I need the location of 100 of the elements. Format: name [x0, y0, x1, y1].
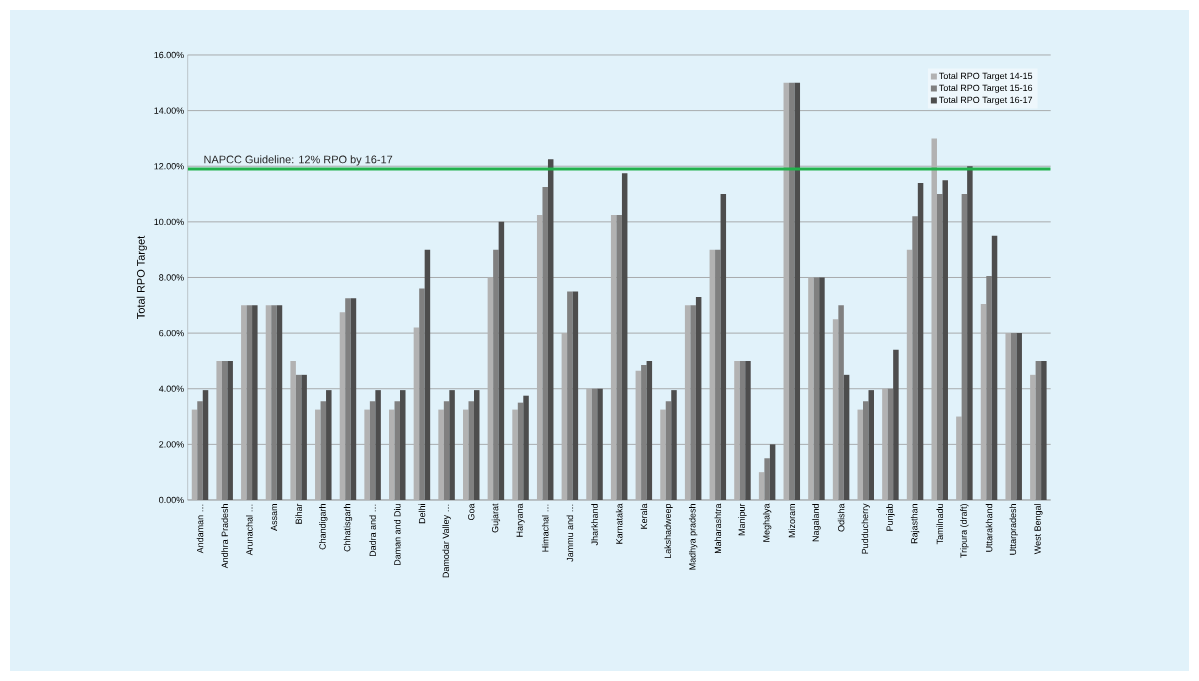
x-tick-label: Uttarpradesh: [1009, 504, 1018, 555]
bar: [857, 409, 864, 500]
x-tick-label: Madhya pradesh: [688, 504, 698, 570]
bar: [227, 360, 233, 500]
bar: [512, 409, 518, 500]
bar: [547, 159, 554, 500]
x-tick-label: Meghalya: [762, 503, 772, 542]
y-tick-label: 8.00%: [159, 274, 184, 281]
y-tick-label: 14.00%: [154, 107, 184, 114]
x-tick-label: Andhra Pradesh: [221, 504, 228, 569]
bar: [956, 416, 962, 500]
bar: [671, 390, 677, 500]
x-tick-label: Tamilnadu: [936, 504, 944, 545]
y-tick-label: 6.00%: [159, 329, 184, 337]
bar: [597, 388, 603, 500]
y-tick-label: 0.00%: [159, 496, 184, 504]
bar: [191, 409, 198, 500]
bar: [265, 305, 272, 500]
x-tick-label: Manipur: [738, 503, 747, 536]
bar: [202, 390, 209, 500]
bar: [561, 333, 568, 500]
x-tick-label: Dadra and …: [369, 504, 376, 557]
x-tick-label: Jharkhand: [591, 504, 598, 546]
bar: [991, 235, 998, 500]
bar: [315, 409, 321, 500]
bar: [695, 296, 702, 500]
bar: [832, 319, 839, 500]
bar: [684, 305, 691, 500]
bar: [462, 409, 469, 500]
y-tick-label: 12.00%: [154, 163, 184, 170]
bar: [400, 390, 406, 500]
x-tick-label: Mizoram: [788, 504, 796, 538]
bar: [424, 249, 431, 500]
bar: [276, 305, 283, 500]
y-tick-label: 4.00%: [158, 385, 184, 392]
bar: [438, 409, 444, 500]
bar: [660, 409, 666, 500]
bar: [375, 390, 381, 500]
bar: [720, 194, 727, 500]
x-tick-label: Chhatisgarh: [343, 504, 353, 552]
ref-line-label: NAPCC Guideline: 12% RPO by 16-17: [204, 155, 393, 166]
bar: [216, 360, 222, 500]
bar: [1041, 360, 1047, 500]
bar: [819, 277, 825, 500]
bar: [917, 182, 924, 500]
bar: [794, 82, 801, 500]
bar: [350, 298, 357, 500]
bar: [758, 472, 765, 500]
bar: [241, 305, 247, 500]
bar: [1030, 374, 1036, 500]
bar: [1005, 333, 1011, 500]
bar: [734, 360, 740, 500]
bar: [709, 249, 716, 500]
x-tick-label: Damodar Valley …: [442, 504, 451, 578]
x-tick-label: Himachal …: [541, 504, 549, 552]
bar: [868, 390, 875, 500]
bar: [586, 388, 592, 500]
x-tick-label: West Bengal: [1034, 504, 1043, 555]
bar: [473, 390, 480, 500]
x-tick-label: Maharashtra: [714, 503, 722, 554]
bar: [326, 390, 332, 500]
bar: [621, 173, 628, 500]
x-tick-label: Nagaland: [812, 504, 821, 542]
bar: [906, 249, 913, 500]
bar: [290, 360, 296, 500]
bar: [980, 303, 987, 500]
x-tick-label: Assam: [270, 504, 278, 531]
bar: [610, 214, 617, 500]
x-tick-label: Kerala: [640, 503, 648, 529]
bar: [1016, 333, 1022, 500]
bar: [364, 409, 370, 500]
bar: [301, 374, 307, 500]
bar: [967, 166, 973, 500]
bar: [745, 360, 751, 500]
x-tick-label: Goa: [468, 503, 475, 520]
bar: [449, 390, 455, 500]
x-tick-label: Tripura (draft): [960, 504, 969, 558]
bar: [882, 388, 888, 500]
bar: [487, 277, 494, 500]
x-tick-label: Rajasthan: [910, 504, 920, 544]
bar: [783, 82, 790, 500]
bar: [413, 327, 420, 500]
x-tick-label: Lakshadweep: [664, 503, 673, 559]
y-tick-label: 10.00%: [154, 218, 184, 226]
x-tick-label: Haryana: [516, 503, 525, 537]
x-tick-label: Andaman …: [196, 504, 204, 554]
bar: [843, 374, 850, 500]
bar: [893, 349, 899, 500]
x-tick-label: Karnataka: [615, 503, 623, 544]
x-tick-label: Uttarakhand: [985, 504, 993, 552]
bar: [769, 444, 776, 500]
y-axis-title: Total RPO Target: [136, 235, 147, 319]
bar: [389, 409, 395, 500]
bar: [498, 221, 505, 500]
bar: [572, 291, 579, 500]
x-tick-label: Daman and Diu: [393, 504, 401, 566]
x-tick-label: Chandigarh: [319, 504, 328, 550]
bar: [942, 180, 948, 500]
bar: [635, 370, 642, 500]
x-tick-label: Gujarat: [491, 503, 501, 533]
